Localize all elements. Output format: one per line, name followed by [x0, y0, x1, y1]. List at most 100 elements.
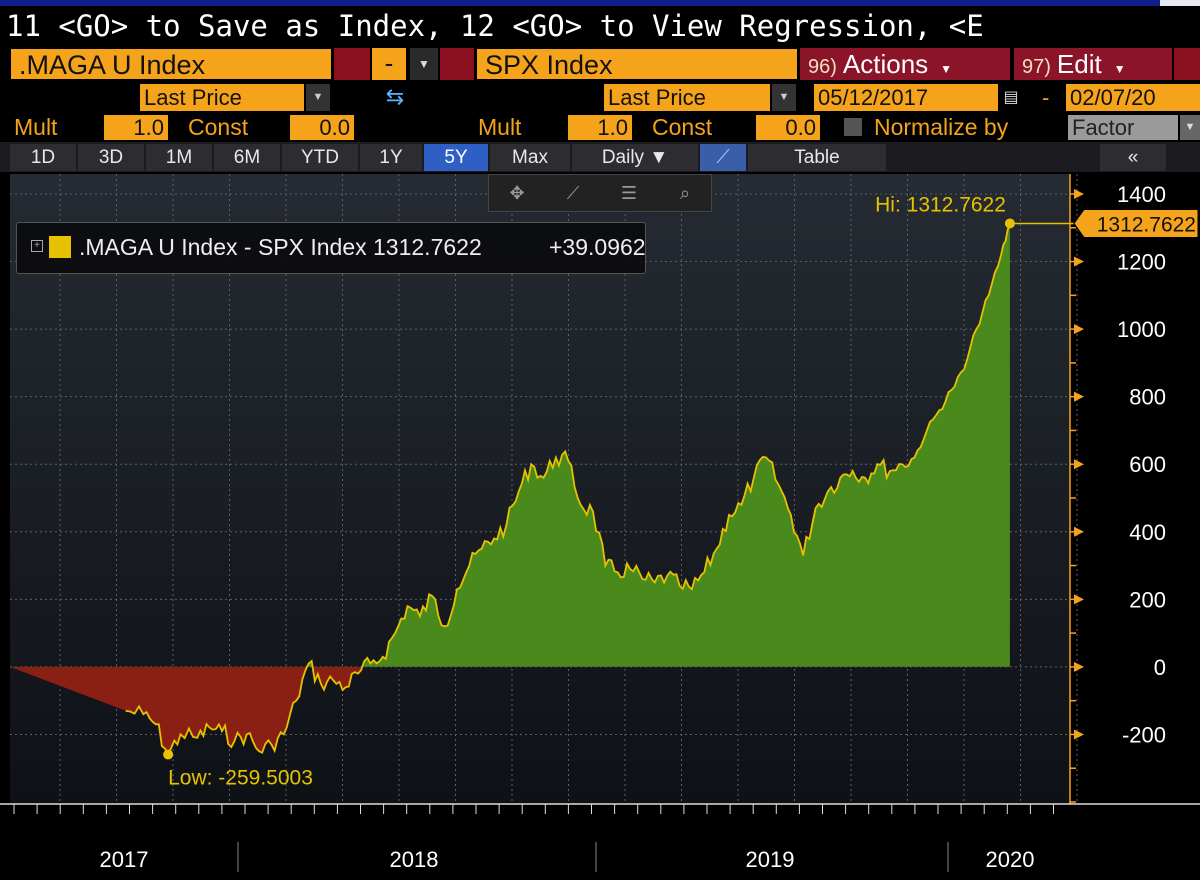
legend-series-label: .MAGA U Index - SPX Index 1312.7622	[79, 234, 482, 260]
const1-label: Const	[188, 114, 249, 140]
field-row: Last Price ▼ Last Price ▼ 05/12/2017 ▤ -…	[0, 82, 1200, 112]
edit-label: Edit	[1056, 49, 1102, 79]
normalize-label: Normalize by	[874, 114, 1009, 140]
y-tick-marker	[1074, 189, 1084, 199]
x-tick-label: 2017	[100, 847, 149, 872]
operator-dropdown-icon[interactable]: ▼	[410, 48, 438, 80]
actions-menu-button[interactable]: 96) Actions ▼	[800, 48, 1010, 80]
annotations: Hi: 1312.7622 1312.7622 Low: -259.5003	[163, 193, 1199, 790]
tab-ytd[interactable]: YTD	[282, 144, 358, 171]
frequency-select[interactable]: Daily ▼	[572, 144, 698, 171]
chart-toolbar: ✥ ⟋ ☰ ⌕	[488, 174, 712, 212]
top-accent-segment	[1160, 0, 1200, 6]
field1-dropdown-icon[interactable]: ▼	[306, 84, 330, 111]
y-tick-marker	[1074, 324, 1084, 335]
normalize-factor-select[interactable]: Factor	[1068, 115, 1178, 140]
zoom-icon[interactable]: ⌕	[679, 183, 691, 203]
ticker2-input[interactable]: SPX Index	[476, 48, 798, 80]
edit-spacer	[1174, 48, 1200, 80]
actions-label: Actions	[842, 49, 929, 79]
tab-6m[interactable]: 6M	[214, 144, 280, 171]
chevron-down-icon: ▼	[940, 62, 953, 76]
y-tick-label: 1200	[1117, 250, 1166, 275]
low-label: Low: -259.5003	[168, 767, 313, 790]
y-tick-label: 200	[1129, 587, 1166, 612]
start-date-input[interactable]: 05/12/2017	[814, 84, 998, 111]
y-tick-label: 1000	[1117, 317, 1166, 342]
mult-row: Mult 1.0 Const 0.0 Mult 1.0 Const 0.0 No…	[0, 112, 1200, 142]
y-tick-marker	[1074, 256, 1084, 267]
edit-menu-button[interactable]: 97) Edit ▼	[1014, 48, 1172, 80]
ticker1-spacer	[334, 48, 370, 80]
edit-num: 97)	[1022, 56, 1051, 78]
x-axis: 2017 2018 2019 2020	[0, 803, 1200, 872]
negative-area	[10, 666, 1010, 755]
chart-area: 1400 1200 1000 800 600 400 200 0 -200 2017 2018 20…	[0, 172, 1200, 880]
series-line	[125, 223, 1011, 757]
legend[interactable]: + .MAGA U Index - SPX Index 1312.7622 +3…	[16, 222, 646, 274]
normalize-dropdown-icon[interactable]: ▼	[1180, 115, 1200, 140]
mult2-input[interactable]: 1.0	[568, 115, 632, 140]
y-tick-marker	[1074, 661, 1084, 672]
crosshair-icon[interactable]: ✥	[509, 183, 525, 203]
command-line[interactable]: 11 <GO> to Save as Index, 12 <GO> to Vie…	[0, 6, 1200, 46]
field2-dropdown-icon[interactable]: ▼	[772, 84, 796, 111]
field2-select[interactable]: Last Price	[604, 84, 770, 111]
operator-select[interactable]: -	[372, 48, 406, 80]
y-tick-marker	[1074, 526, 1084, 537]
tab-1y[interactable]: 1Y	[360, 144, 422, 171]
tab-table[interactable]: Table	[748, 144, 886, 171]
const2-label: Const	[652, 114, 713, 140]
end-date-input[interactable]: 02/07/20	[1066, 84, 1200, 111]
swap-arrows-icon[interactable]: ⇆	[385, 84, 405, 109]
ticker1-input[interactable]: .MAGA U Index	[10, 48, 332, 80]
tab-5y[interactable]: 5Y	[424, 144, 488, 171]
area-fills	[10, 223, 1010, 755]
y-tick-marker	[1074, 391, 1084, 402]
last-value-label: 1312.7622	[1097, 213, 1196, 236]
period-tabs: 1D 3D 1M 6M YTD 1Y 5Y Max Daily ▼ ⟋ Tabl…	[0, 142, 1200, 172]
collapse-panel-button[interactable]: «	[1100, 144, 1166, 171]
tab-1m[interactable]: 1M	[146, 144, 212, 171]
x-tick-label: 2019	[746, 847, 795, 872]
security-row: .MAGA U Index - ▼ SPX Index 96) Actions ▼ …	[0, 46, 1200, 82]
legend-change-value: +39.0962	[549, 234, 646, 260]
chevron-down-icon: ▼	[1113, 62, 1126, 76]
actions-num: 96)	[808, 56, 837, 78]
legend-swatch	[49, 236, 71, 258]
list-icon[interactable]: ☰	[620, 183, 638, 203]
y-tick-marker	[1074, 594, 1084, 605]
y-tick-label: 800	[1129, 385, 1166, 410]
calendar-icon[interactable]: ▤	[1000, 84, 1022, 111]
mult2-label: Mult	[478, 114, 522, 140]
y-tick-label: 600	[1129, 452, 1166, 477]
const1-input[interactable]: 0.0	[290, 115, 354, 140]
y-tick-marker	[1074, 459, 1084, 470]
low-marker	[163, 749, 174, 760]
tab-3d[interactable]: 3D	[78, 144, 144, 171]
line-chart-icon[interactable]: ⟋	[700, 144, 746, 171]
tab-1d[interactable]: 1D	[10, 144, 76, 171]
y-tick-label: 1400	[1117, 182, 1166, 207]
date-separator: -	[1042, 85, 1050, 110]
normalize-checkbox[interactable]	[844, 118, 862, 136]
positive-area	[307, 223, 1010, 667]
y-tick-label: -200	[1122, 722, 1166, 747]
expand-icon[interactable]: +	[31, 240, 43, 252]
x-tick-label: 2020	[986, 847, 1035, 872]
y-tick-label: 400	[1129, 520, 1166, 545]
tab-max[interactable]: Max	[490, 144, 570, 171]
y-axis: 1400 1200 1000 800 600 400 200 0 -200	[1069, 174, 1166, 804]
const2-input[interactable]: 0.0	[756, 115, 820, 140]
draw-line-icon[interactable]: ⟋	[566, 183, 580, 203]
mult1-input[interactable]: 1.0	[104, 115, 168, 140]
x-tick-label: 2018	[390, 847, 439, 872]
series-path	[125, 223, 1011, 757]
last-value-tag	[1073, 208, 1199, 238]
y-tick-marker	[1074, 729, 1084, 740]
field1-select[interactable]: Last Price	[140, 84, 304, 111]
mult1-label: Mult	[14, 114, 58, 140]
high-label: Hi: 1312.7622	[875, 193, 1006, 216]
y-tick-label: 0	[1154, 655, 1166, 680]
